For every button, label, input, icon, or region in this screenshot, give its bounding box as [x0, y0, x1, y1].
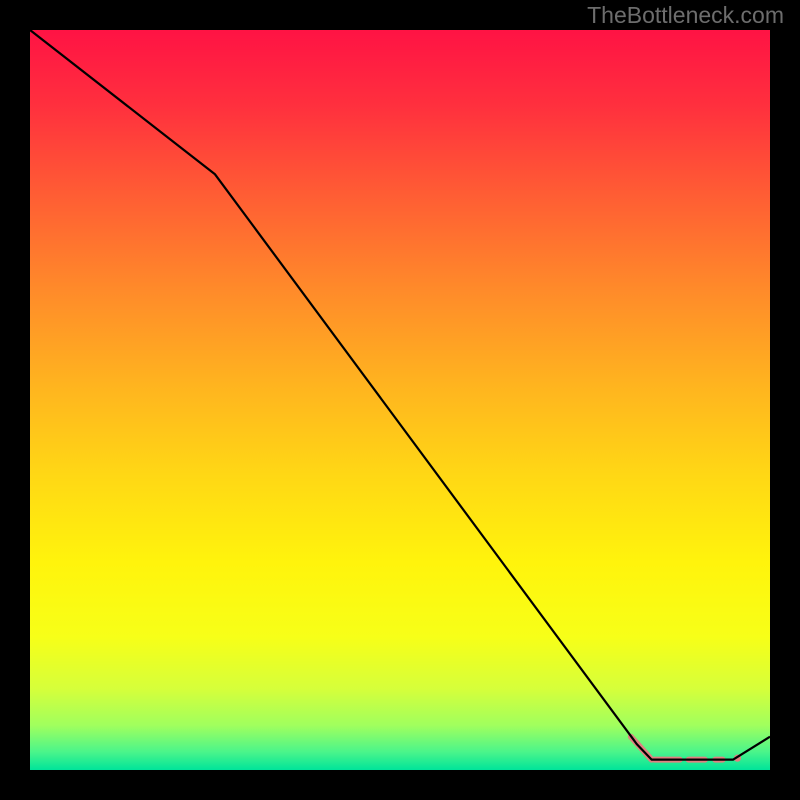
chart-stage: TheBottleneck.com: [0, 0, 800, 800]
bottleneck-chart-svg: [0, 0, 800, 800]
watermark-text: TheBottleneck.com: [587, 2, 784, 29]
plot-background: [30, 30, 770, 770]
